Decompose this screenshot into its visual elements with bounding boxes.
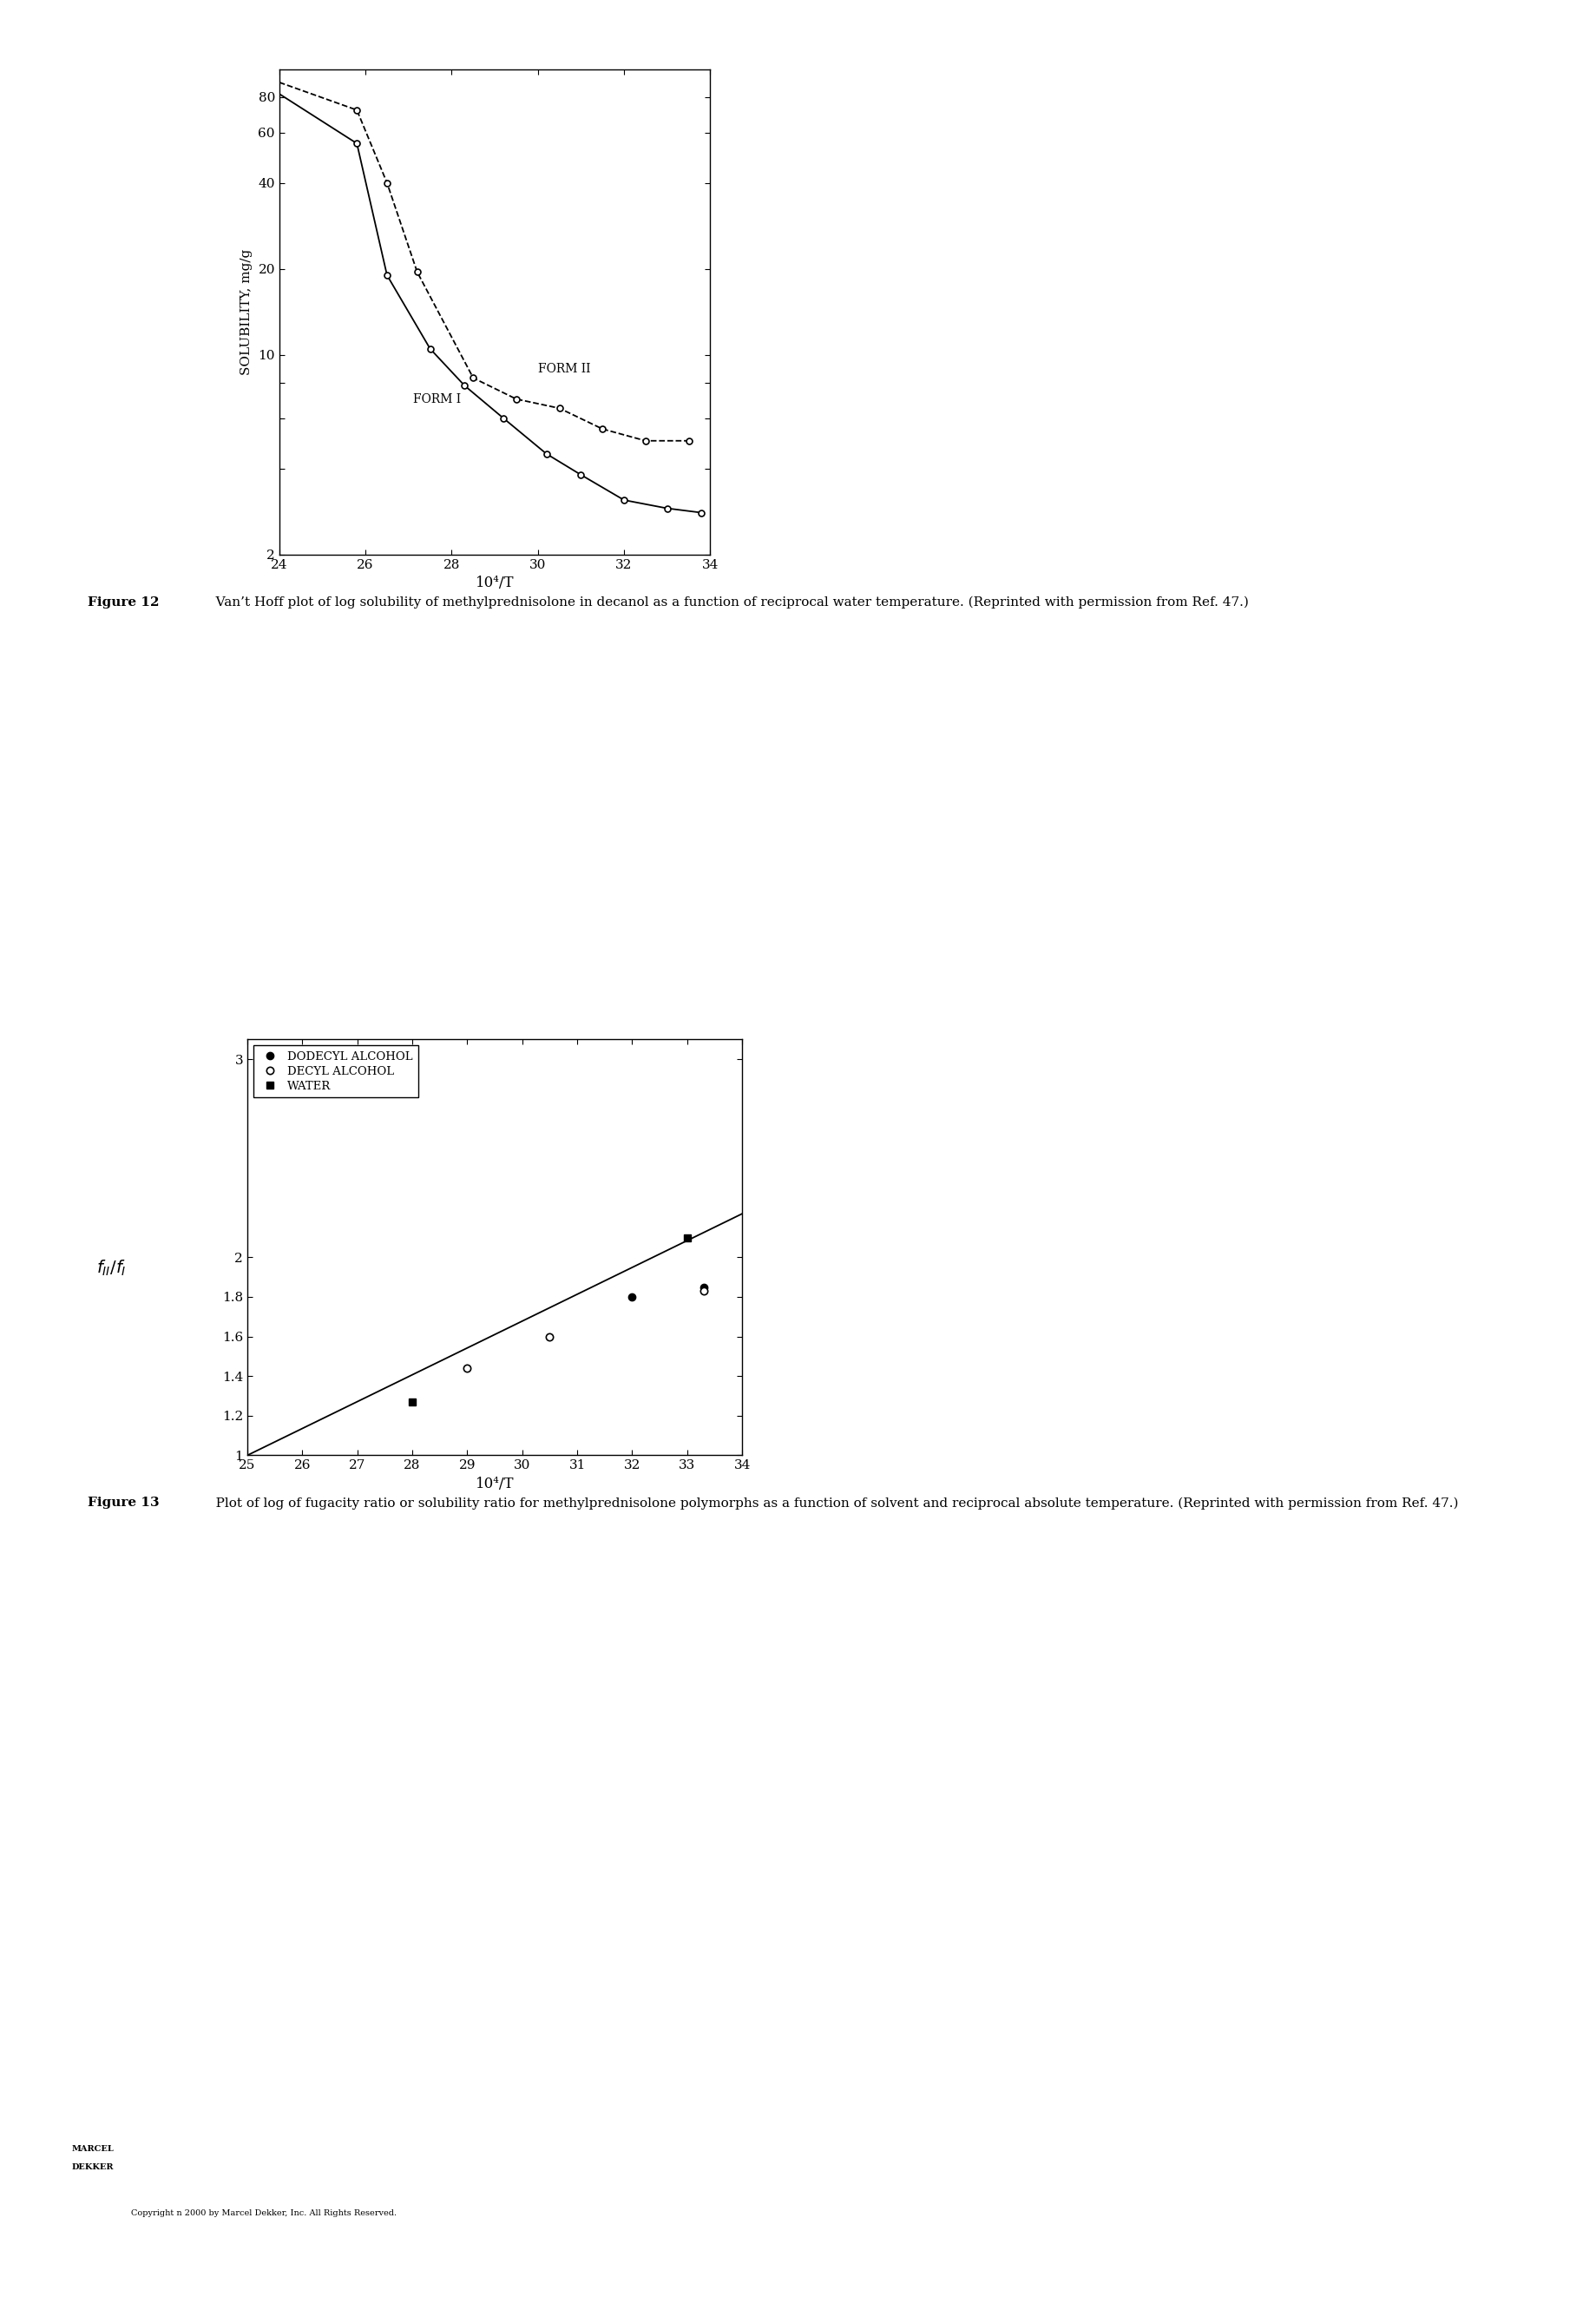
Text: Copyright n 2000 by Marcel Dekker, Inc. All Rights Reserved.: Copyright n 2000 by Marcel Dekker, Inc. … xyxy=(131,2208,396,2218)
Text: DEKKER: DEKKER xyxy=(72,2164,113,2171)
Text: FORM I: FORM I xyxy=(413,393,461,404)
Legend: DODECYL ALCOHOL, DECYL ALCOHOL, WATER: DODECYL ALCOHOL, DECYL ALCOHOL, WATER xyxy=(254,1044,418,1097)
Text: MARCEL: MARCEL xyxy=(72,2146,115,2153)
X-axis label: 10⁴/T: 10⁴/T xyxy=(476,1476,514,1492)
X-axis label: 10⁴/T: 10⁴/T xyxy=(476,575,514,591)
Text: $f_{II}/f_I$: $f_{II}/f_I$ xyxy=(97,1259,126,1277)
Text: Figure 13: Figure 13 xyxy=(88,1497,160,1508)
Text: Plot of log of fugacity ratio or solubility ratio for methylprednisolone polymor: Plot of log of fugacity ratio or solubil… xyxy=(203,1497,1459,1508)
Text: Van’t Hoff plot of log solubility of methylprednisolone in decanol as a function: Van’t Hoff plot of log solubility of met… xyxy=(203,596,1248,608)
Text: Figure 12: Figure 12 xyxy=(88,596,160,608)
Text: FORM II: FORM II xyxy=(538,363,591,374)
Y-axis label: SOLUBILITY, mg/g: SOLUBILITY, mg/g xyxy=(239,249,252,374)
